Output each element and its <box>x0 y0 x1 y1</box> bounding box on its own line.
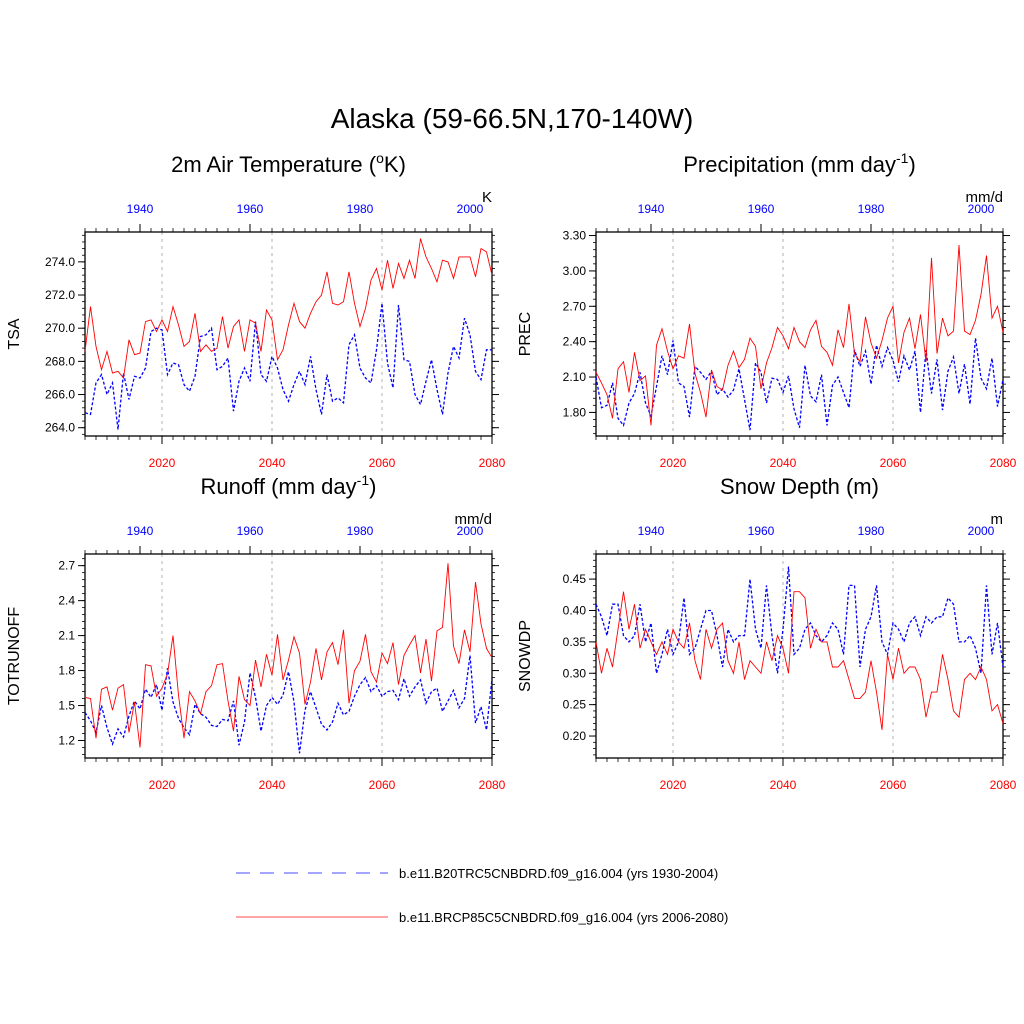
x-top-tick-label: 1980 <box>858 524 885 538</box>
series-historical <box>84 303 492 430</box>
y-tick-label: 0.25 <box>563 698 587 712</box>
x-top-tick-label: 1940 <box>638 202 665 216</box>
panel-title: 2m Air Temperature (oK) <box>171 150 406 177</box>
x-top-tick-label: 1960 <box>237 524 264 538</box>
panel-snowdp: Snow Depth (m) m SNOWDP 0.20 0.25 0.30 0.35 0.4… <box>517 474 1017 792</box>
x-bottom-tick-label: 2040 <box>259 778 286 792</box>
x-bottom-tick-label: 2060 <box>369 456 396 470</box>
panel-prec: Precipitation (mm day-1) mm/d PREC 1.80 2.10… <box>517 150 1017 470</box>
series-future <box>84 563 493 748</box>
series-historical <box>595 338 1004 431</box>
series-future <box>84 238 493 380</box>
y-tick-label: 1.2 <box>58 734 75 748</box>
panel-title: Precipitation (mm day-1) <box>683 150 916 177</box>
panel-title-tail: ) <box>908 152 915 177</box>
units-label: mm/d <box>966 189 1004 206</box>
units-label: mm/d <box>455 511 493 528</box>
x-top-tick-label: 1980 <box>858 202 885 216</box>
y-axis-label: TSA <box>6 318 23 349</box>
y-tick-label: 1.80 <box>563 405 587 419</box>
panel-title-sup: o <box>376 150 384 166</box>
x-top-tick-label: 1960 <box>748 202 775 216</box>
panel-title: Snow Depth (m) <box>720 474 879 499</box>
x-bottom-tick-label: 2020 <box>660 456 687 470</box>
y-tick-label: 3.30 <box>563 229 587 243</box>
y-tick-label: 0.35 <box>563 635 587 649</box>
legend-label: b.e11.B20TRC5CNBDRD.f09_g16.004 (yrs 193… <box>399 866 718 881</box>
panel-title-main: Precipitation (mm day <box>683 152 896 177</box>
x-top-tick-label: 1960 <box>748 524 775 538</box>
y-tick-label: 1.5 <box>58 699 75 713</box>
panel-tsa: 2m Air Temperature (oK) K TSA 264.0 266.0 268… <box>6 150 506 470</box>
y-tick-label: 2.40 <box>563 335 587 349</box>
panel-title-tail: K) <box>384 152 406 177</box>
x-bottom-tick-label: 2060 <box>369 778 396 792</box>
x-bottom-tick-label: 2080 <box>479 778 506 792</box>
figure-title: Alaska (59-66.5N,170-140W) <box>331 103 694 134</box>
x-bottom-tick-label: 2080 <box>479 456 506 470</box>
panel-title-sup: -1 <box>896 150 909 166</box>
units-label: K <box>482 189 492 206</box>
y-tick-label: 0.30 <box>563 666 587 680</box>
legend-label: b.e11.BRCP85C5CNBDRD.f09_g16.004 (yrs 20… <box>399 910 728 925</box>
x-top-tick-label: 2000 <box>968 202 995 216</box>
y-tick-label: 0.40 <box>563 603 587 617</box>
x-bottom-tick-label: 2040 <box>770 778 797 792</box>
x-top-tick-label: 2000 <box>457 202 484 216</box>
panel-title: Runoff (mm day-1) <box>201 472 377 499</box>
panel-title-sup: -1 <box>357 472 370 488</box>
x-top-tick-label: 1960 <box>237 202 264 216</box>
x-top-tick-label: 2000 <box>457 524 484 538</box>
x-bottom-tick-label: 2060 <box>880 456 907 470</box>
y-tick-label: 264.0 <box>45 421 75 435</box>
x-top-tick-label: 1940 <box>127 202 154 216</box>
x-top-tick-label: 1980 <box>347 202 374 216</box>
y-tick-label: 2.1 <box>58 629 75 643</box>
y-tick-label: 0.45 <box>563 572 587 586</box>
x-bottom-tick-label: 2020 <box>149 778 176 792</box>
x-top-tick-label: 2000 <box>968 524 995 538</box>
y-tick-label: 270.0 <box>45 321 75 335</box>
x-top-tick-label: 1940 <box>127 524 154 538</box>
y-axis-label: TOTRUNOFF <box>6 607 23 706</box>
y-tick-label: 2.70 <box>563 299 587 313</box>
y-axis-label: PREC <box>517 312 534 356</box>
x-bottom-tick-label: 2060 <box>880 778 907 792</box>
plot-frame <box>595 553 1004 759</box>
chart-panels: 2m Air Temperature (oK) K TSA 264.0 266.0 268… <box>6 150 1017 792</box>
panel-title-tail: ) <box>369 474 376 499</box>
y-tick-label: 268.0 <box>45 354 75 368</box>
y-tick-label: 2.7 <box>58 559 75 573</box>
x-bottom-tick-label: 2040 <box>259 456 286 470</box>
series-historical <box>84 655 493 754</box>
x-bottom-tick-label: 2080 <box>990 456 1017 470</box>
panel-title-main: Runoff (mm day <box>201 474 357 499</box>
y-tick-label: 1.8 <box>58 664 75 678</box>
x-bottom-tick-label: 2020 <box>660 778 687 792</box>
y-tick-label: 272.0 <box>45 288 75 302</box>
y-tick-label: 2.4 <box>58 594 75 608</box>
x-bottom-tick-label: 2020 <box>149 456 176 470</box>
y-tick-label: 274.0 <box>45 255 75 269</box>
plot-frame <box>595 231 1004 437</box>
units-label: m <box>991 511 1004 528</box>
panel-title-main: 2m Air Temperature ( <box>171 152 377 177</box>
y-tick-label: 3.00 <box>563 264 587 278</box>
y-tick-label: 0.20 <box>563 729 587 743</box>
legend: b.e11.B20TRC5CNBDRD.f09_g16.004 (yrs 193… <box>236 866 728 925</box>
y-axis-label: SNOWDP <box>517 620 534 692</box>
plot-frame <box>84 231 493 437</box>
series-future <box>595 244 1004 426</box>
panel-title-main: Snow Depth (m) <box>720 474 879 499</box>
x-bottom-tick-label: 2080 <box>990 778 1017 792</box>
plot-frame <box>84 553 493 759</box>
y-tick-label: 2.10 <box>563 370 587 384</box>
series-future <box>595 591 1004 730</box>
y-tick-label: 266.0 <box>45 388 75 402</box>
x-top-tick-label: 1980 <box>347 524 374 538</box>
x-top-tick-label: 1940 <box>638 524 665 538</box>
x-bottom-tick-label: 2040 <box>770 456 797 470</box>
panel-totrunoff: Runoff (mm day-1) mm/d TOTRUNOFF 1.2 1.5 1.8 2… <box>6 472 506 792</box>
